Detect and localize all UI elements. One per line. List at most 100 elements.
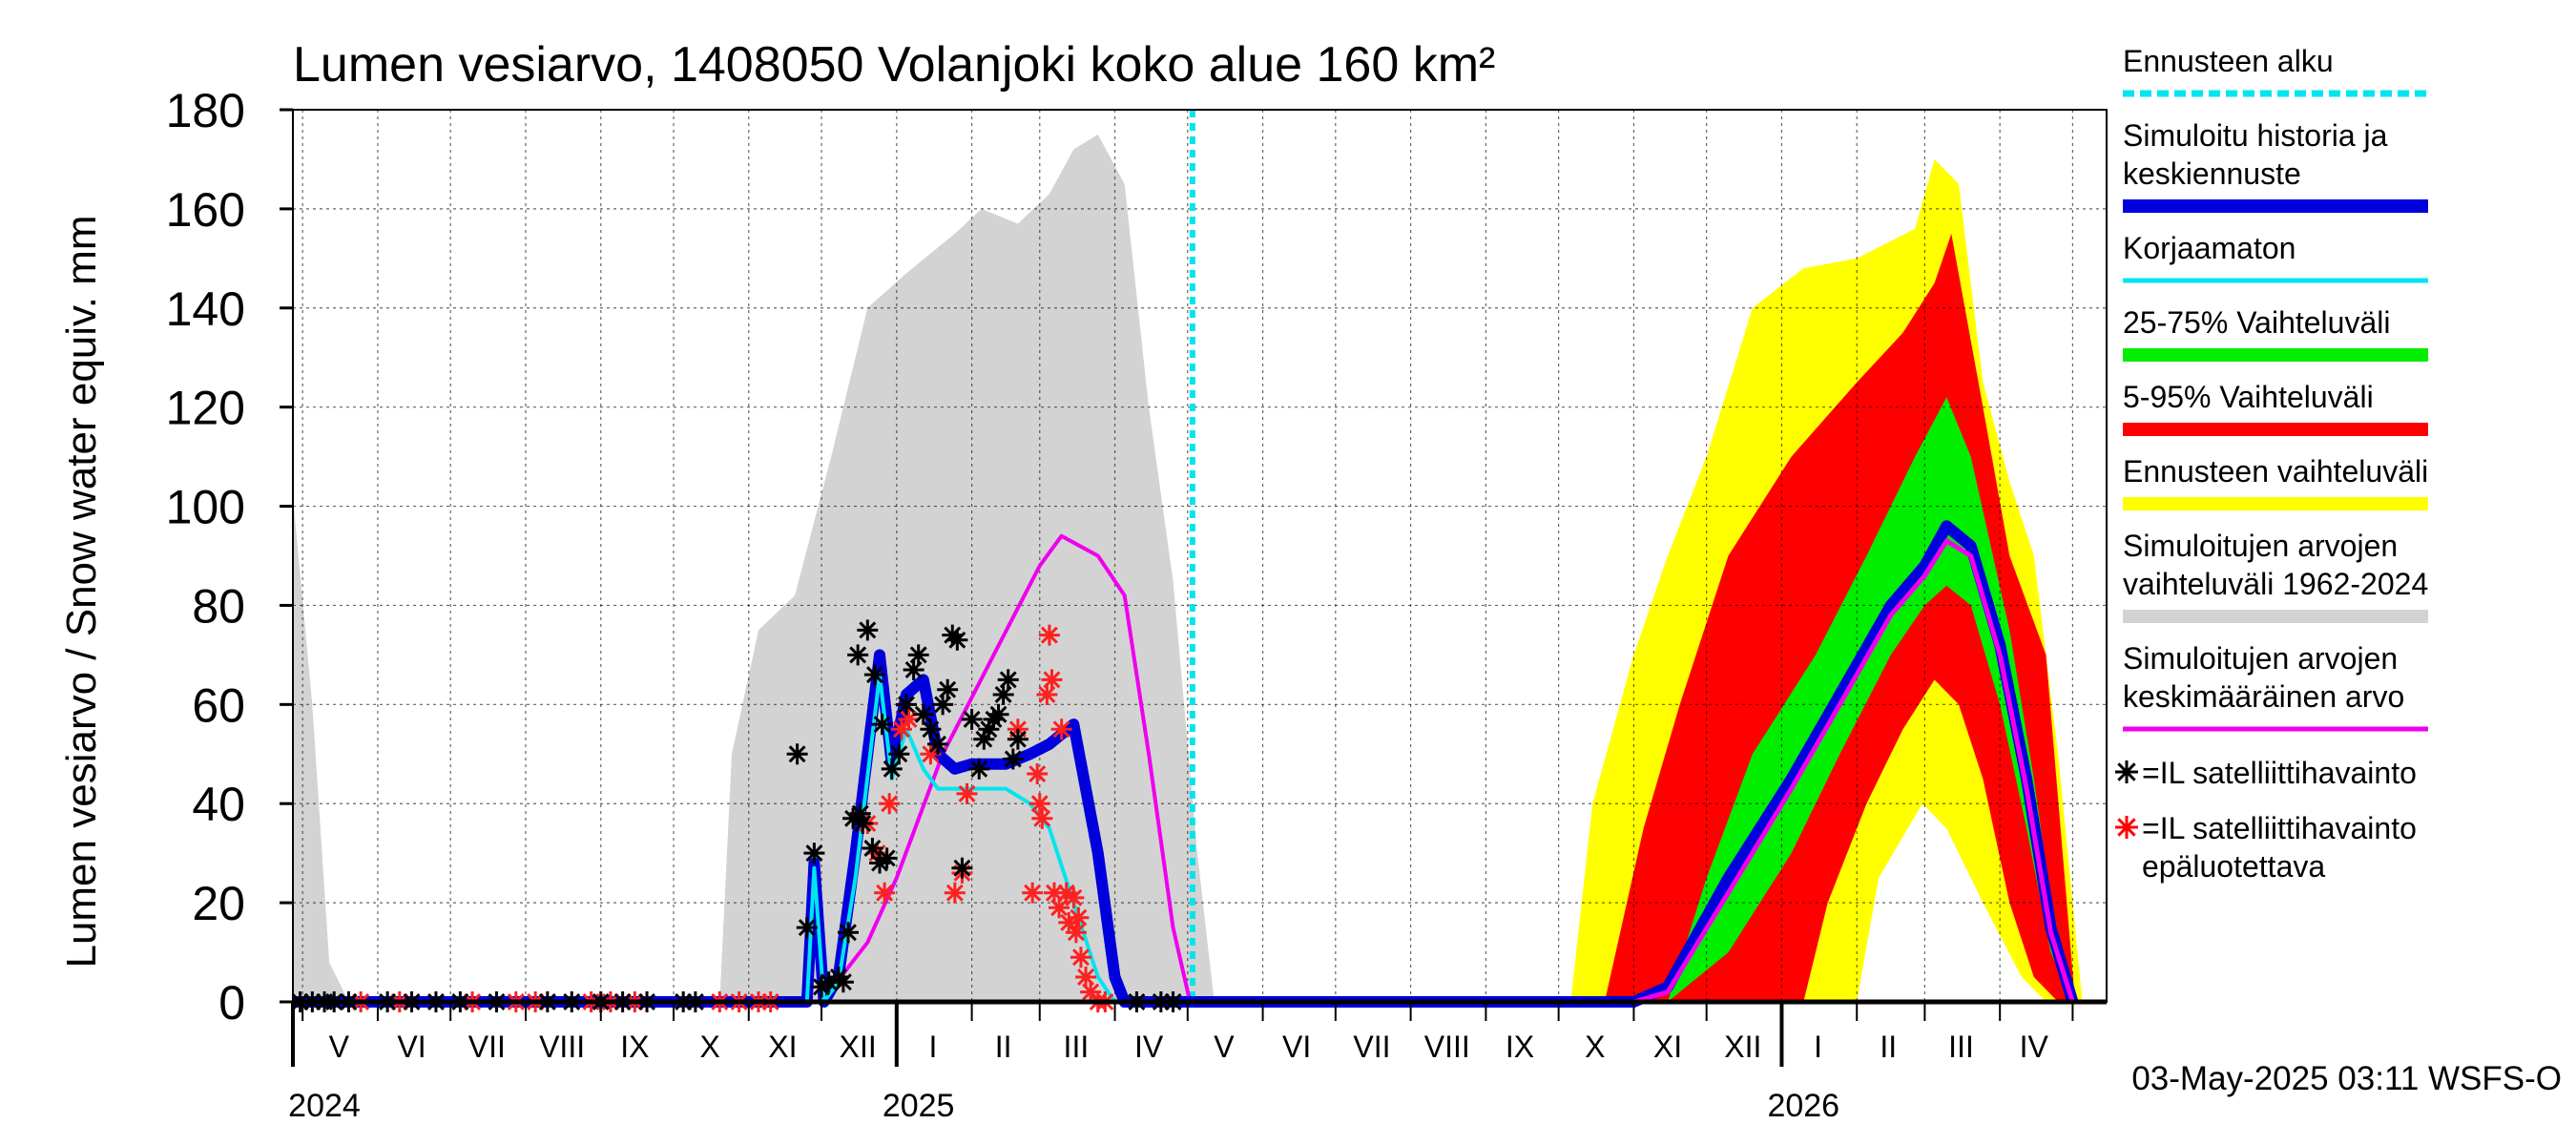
legend-label: 25-75% Vaihteluväli bbox=[2123, 305, 2390, 340]
satellite-obs-marker bbox=[920, 718, 942, 740]
satellite-obs-marker bbox=[895, 694, 917, 716]
star-stroke bbox=[939, 680, 957, 698]
satellite-obs-marker bbox=[796, 917, 818, 939]
satellite-obs-marker bbox=[862, 837, 883, 859]
star-stroke bbox=[1030, 795, 1049, 813]
satellite-obs-unreliable-marker bbox=[956, 782, 978, 804]
month-label: IX bbox=[1506, 1030, 1534, 1064]
satellite-obs-marker bbox=[912, 703, 934, 725]
star-stroke bbox=[1043, 671, 1061, 689]
satellite-obs-marker bbox=[881, 758, 903, 780]
star-stroke bbox=[914, 705, 932, 723]
satellite-obs-marker bbox=[888, 743, 910, 765]
satellite-obs-unreliable-marker bbox=[874, 882, 896, 904]
star-stroke bbox=[2117, 818, 2136, 837]
y-tick-label: 100 bbox=[166, 481, 245, 534]
satellite-obs-unreliable-marker bbox=[1028, 793, 1050, 815]
historical-range-band bbox=[293, 135, 1215, 1002]
month-label: VII bbox=[468, 1030, 506, 1064]
star-stroke bbox=[963, 710, 981, 728]
month-label: XII bbox=[1724, 1030, 1761, 1064]
star-stroke bbox=[989, 705, 1008, 723]
satellite-obs-unreliable-marker bbox=[1075, 967, 1097, 989]
star-stroke bbox=[1065, 888, 1083, 906]
star-stroke bbox=[876, 884, 894, 902]
month-label: XI bbox=[768, 1030, 797, 1064]
satellite-obs-unreliable-marker bbox=[1068, 906, 1090, 928]
satellite-obs-marker bbox=[968, 758, 990, 780]
satellite-obs-unreliable-marker bbox=[920, 743, 942, 765]
satellite-obs-marker bbox=[927, 733, 949, 755]
month-label: II bbox=[1880, 1030, 1897, 1064]
satellite-obs-marker bbox=[992, 683, 1014, 705]
star-stroke bbox=[1067, 924, 1085, 942]
month-label: I bbox=[928, 1030, 937, 1064]
star-stroke bbox=[805, 844, 823, 863]
star-stroke bbox=[953, 859, 971, 877]
month-label: IX bbox=[620, 1030, 649, 1064]
star-stroke bbox=[999, 671, 1017, 689]
star-stroke bbox=[1071, 948, 1090, 967]
legend-label: epäluotettava bbox=[2142, 849, 2325, 884]
satellite-obs-unreliable-marker bbox=[1070, 947, 1091, 968]
satellite-obs-unreliable-marker bbox=[1050, 718, 1072, 740]
satellite-obs-marker bbox=[907, 644, 929, 666]
y-tick-label: 40 bbox=[192, 778, 245, 831]
satellite-obs-marker bbox=[997, 669, 1019, 691]
star-stroke bbox=[898, 696, 915, 714]
satellite-obs-unreliable-marker bbox=[1022, 882, 1044, 904]
satellite-obs-marker bbox=[786, 743, 808, 765]
star-stroke bbox=[1028, 765, 1047, 783]
satellite-obs-marker bbox=[857, 619, 879, 641]
legend-label: =IL satelliittihavainto bbox=[2142, 811, 2417, 845]
month-label: IV bbox=[2020, 1030, 2049, 1064]
month-label: I bbox=[1814, 1030, 1822, 1064]
year-label: 2026 bbox=[1767, 1088, 1839, 1124]
satellite-obs-marker bbox=[837, 922, 859, 944]
satellite-obs-unreliable-marker bbox=[879, 793, 901, 815]
legend-star-icon bbox=[2115, 816, 2138, 839]
satellite-obs-unreliable-marker bbox=[1036, 683, 1058, 705]
star-stroke bbox=[881, 795, 899, 813]
month-label: X bbox=[1585, 1030, 1605, 1064]
legend-label: Ennusteen vaihteluväli bbox=[2123, 454, 2428, 489]
star-stroke bbox=[1008, 730, 1027, 748]
star-stroke bbox=[922, 745, 940, 763]
satellite-obs-marker bbox=[987, 703, 1009, 725]
star-stroke bbox=[865, 666, 883, 684]
legend-label: Simuloitujen arvojen bbox=[2123, 641, 2398, 676]
month-label: III bbox=[1948, 1030, 1974, 1064]
satellite-obs-marker bbox=[849, 802, 871, 824]
satellite-obs-unreliable-marker bbox=[1038, 624, 1060, 646]
y-tick-label: 60 bbox=[192, 678, 245, 732]
forecast-mean-line bbox=[1192, 538, 2075, 1005]
satellite-obs-marker bbox=[876, 847, 898, 869]
star-stroke bbox=[909, 646, 927, 664]
star-stroke bbox=[1070, 908, 1088, 926]
star-stroke bbox=[1033, 809, 1051, 827]
legend-label: Simuloitu historia ja bbox=[2123, 118, 2388, 153]
y-tick-label: 180 bbox=[166, 84, 245, 137]
y-tick-label: 0 bbox=[218, 976, 245, 1030]
star-stroke bbox=[851, 804, 869, 822]
star-stroke bbox=[1046, 884, 1063, 902]
legend-label: keskiennuste bbox=[2123, 156, 2301, 191]
satellite-obs-unreliable-marker bbox=[1041, 669, 1063, 691]
star-stroke bbox=[1082, 983, 1100, 1001]
star-stroke bbox=[1040, 626, 1058, 644]
satellite-obs-unreliable-marker bbox=[1027, 763, 1049, 785]
y-axis-label: Lumen vesiarvo / Snow water equiv. mm bbox=[58, 215, 105, 968]
legend-label: keskimääräinen arvo bbox=[2123, 679, 2404, 714]
satellite-obs-marker bbox=[847, 644, 869, 666]
year-label: 2025 bbox=[883, 1088, 955, 1124]
legend-label: Korjaamaton bbox=[2123, 231, 2296, 265]
legend-label: Simuloitujen arvojen bbox=[2123, 529, 2398, 563]
year-label: 2024 bbox=[288, 1088, 361, 1124]
satellite-obs-marker bbox=[803, 843, 825, 864]
legend-label: 5-95% Vaihteluväli bbox=[2123, 380, 2374, 414]
satellite-obs-unreliable-marker bbox=[1063, 886, 1085, 908]
star-stroke bbox=[859, 621, 877, 639]
